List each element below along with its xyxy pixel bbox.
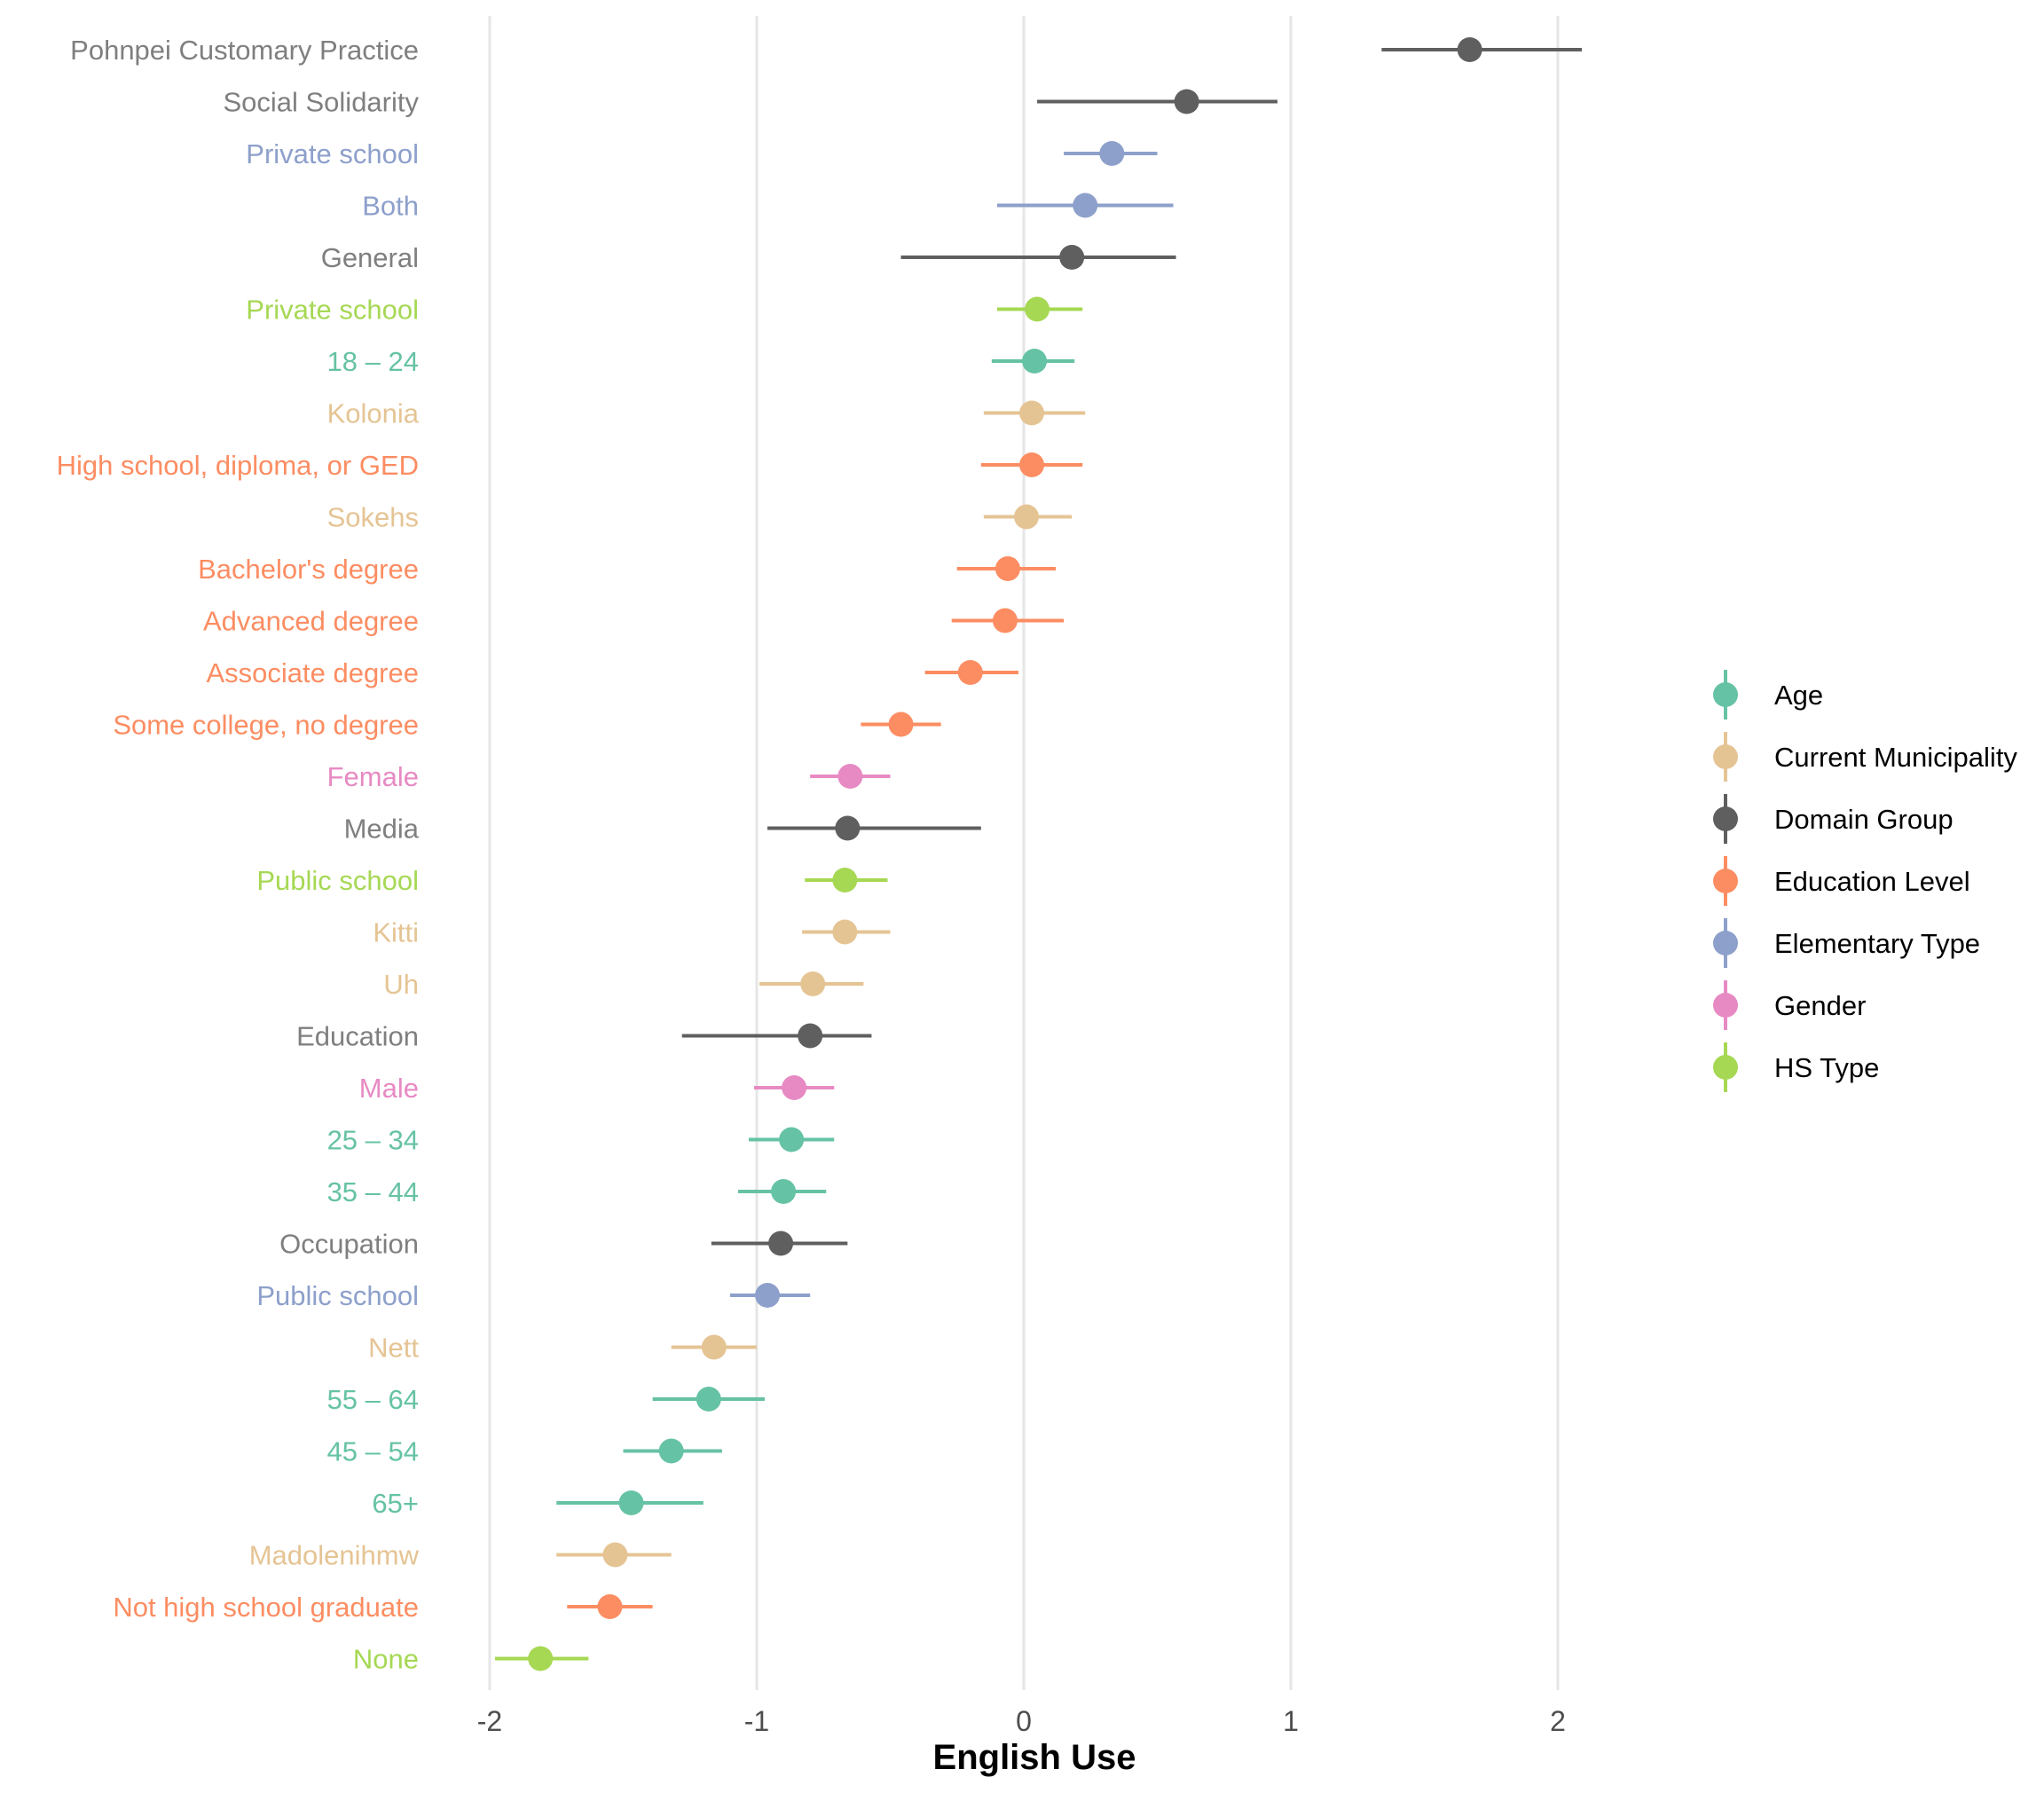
x-tick-label: -1 <box>744 1705 769 1737</box>
legend-label: Gender <box>1774 990 1866 1021</box>
data-point <box>618 1490 644 1515</box>
data-point <box>1019 452 1045 477</box>
data-point <box>1099 141 1125 166</box>
data-point <box>782 1075 807 1100</box>
legend-key-dot <box>1713 744 1738 769</box>
y-category-label: Sokehs <box>327 502 419 533</box>
data-point <box>768 1231 794 1256</box>
data-point <box>992 608 1018 633</box>
y-category-label: Both <box>362 191 419 222</box>
y-category-label: Uh <box>383 969 419 1000</box>
data-point <box>771 1179 797 1204</box>
y-axis-labels: Pohnpei Customary Practice Social Solidar… <box>57 35 420 1675</box>
x-axis-title: English Use <box>933 1738 1136 1777</box>
legend-key-dot <box>1713 931 1738 955</box>
grid-layer <box>488 16 1560 1690</box>
x-tick-label: 1 <box>1283 1705 1299 1737</box>
y-category-label: Pohnpei Customary Practice <box>70 35 419 66</box>
legend-item: Elementary Type <box>1713 918 1980 968</box>
legend-item: Current Municipality <box>1713 732 2017 782</box>
y-category-label: Bachelor's degree <box>198 554 419 585</box>
y-category-label: High school, diploma, or GED <box>57 450 419 481</box>
legend-item: Age <box>1713 670 1823 720</box>
y-category-label: Associate degree <box>206 657 419 688</box>
legend-item: Domain Group <box>1713 794 1954 844</box>
data-point <box>658 1438 684 1464</box>
y-category-label: 35 – 44 <box>327 1176 419 1207</box>
y-category-label: 25 – 34 <box>327 1125 419 1156</box>
data-point <box>528 1646 554 1671</box>
y-category-label: Media <box>344 814 420 845</box>
y-category-label: 45 – 54 <box>327 1436 419 1467</box>
legend: Age Current Municipality Domain Group Educa… <box>1713 670 2017 1092</box>
y-category-label: Not high school graduate <box>113 1592 419 1623</box>
y-category-label: Female <box>327 761 419 792</box>
y-category-label: Occupation <box>279 1229 419 1260</box>
data-point <box>1059 245 1085 270</box>
whisker-layer <box>495 48 1583 1661</box>
data-point <box>602 1542 628 1568</box>
legend-item: Gender <box>1713 980 1866 1030</box>
data-point <box>1019 400 1045 426</box>
x-tick-label: 2 <box>1550 1705 1566 1737</box>
y-category-label: Male <box>359 1073 419 1104</box>
y-category-label: Education <box>296 1021 419 1052</box>
legend-key-dot <box>1713 1055 1738 1080</box>
legend-label: Education Level <box>1774 866 1970 897</box>
data-point <box>1174 89 1199 114</box>
legend-label: Elementary Type <box>1774 928 1980 959</box>
data-point <box>957 660 983 685</box>
y-category-label: Some college, no degree <box>113 710 419 741</box>
legend-item: HS Type <box>1713 1042 1879 1092</box>
data-point <box>1022 349 1048 374</box>
data-point <box>832 868 858 893</box>
data-point <box>1014 504 1040 530</box>
data-point <box>835 815 861 841</box>
legend-key-dot <box>1713 869 1738 893</box>
data-point <box>798 1023 823 1049</box>
y-category-label: Social Solidarity <box>223 87 419 118</box>
y-category-label: Public school <box>256 865 419 896</box>
y-category-label: Madolenihmw <box>249 1540 420 1571</box>
legend-label: Age <box>1774 680 1823 711</box>
data-point <box>832 919 858 945</box>
legend-label: Domain Group <box>1774 804 1954 835</box>
x-tick-label: 0 <box>1016 1705 1032 1737</box>
y-category-label: General <box>321 242 419 273</box>
y-category-label: Public school <box>256 1280 419 1311</box>
y-category-label: Kolonia <box>327 398 420 429</box>
data-point <box>888 712 914 737</box>
x-tick-label: -2 <box>477 1705 502 1737</box>
data-point <box>755 1283 781 1308</box>
data-point <box>994 556 1020 581</box>
y-category-label: 18 – 24 <box>327 346 419 377</box>
legend-item: Education Level <box>1713 856 1970 906</box>
data-point <box>701 1334 727 1360</box>
legend-key-dot <box>1713 993 1738 1018</box>
y-category-label: None <box>353 1644 419 1675</box>
y-category-label: Kitti <box>373 917 419 948</box>
data-point <box>696 1387 721 1412</box>
data-point <box>1457 37 1482 62</box>
y-category-label: Private school <box>246 295 419 326</box>
x-axis-ticks: -2 -1 0 1 2 <box>477 1705 1566 1737</box>
legend-label: Current Municipality <box>1774 742 2017 773</box>
legend-key-dot <box>1713 806 1738 831</box>
data-point <box>597 1594 623 1619</box>
y-category-label: Nett <box>368 1333 419 1364</box>
data-point <box>1025 296 1050 322</box>
y-category-label: 55 – 64 <box>327 1384 419 1415</box>
legend-label: HS Type <box>1774 1052 1879 1083</box>
y-category-label: Advanced degree <box>203 606 419 637</box>
data-point <box>1073 193 1098 218</box>
y-category-label: 65+ <box>372 1488 419 1519</box>
y-category-label: Private school <box>246 138 419 169</box>
data-point <box>837 764 863 789</box>
legend-key-dot <box>1713 682 1738 707</box>
data-point <box>779 1127 805 1152</box>
point-layer <box>528 37 1482 1671</box>
data-point <box>800 971 826 996</box>
